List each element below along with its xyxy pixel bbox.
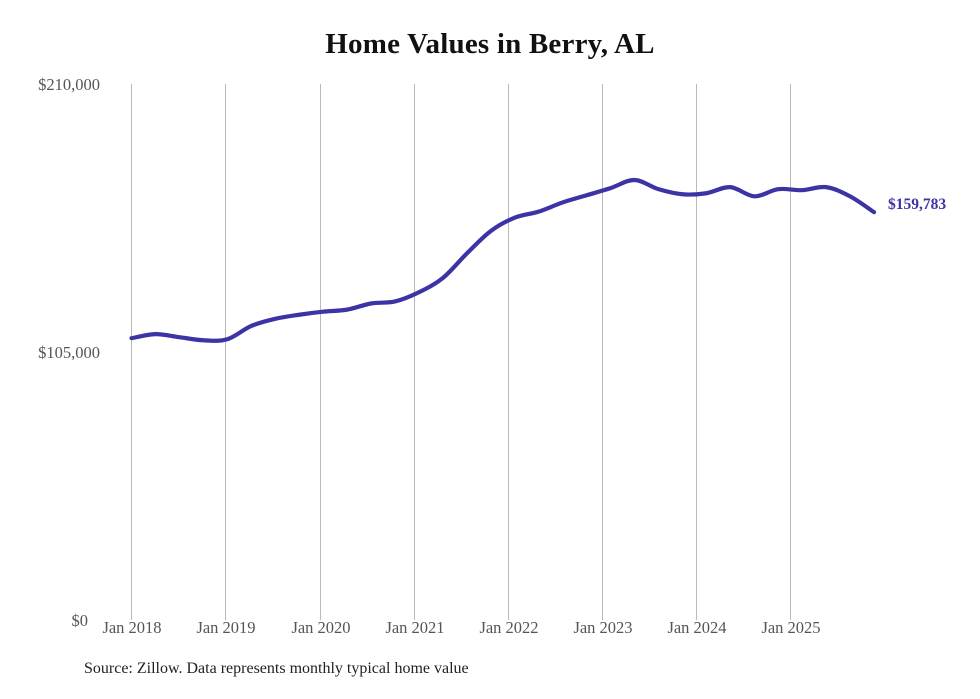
- gridlines: [131, 84, 791, 620]
- x-axis-tick-jan-2025: Jan 2025: [761, 618, 821, 637]
- home-value-line: [129, 177, 877, 343]
- y-axis-tick-0: $0: [71, 611, 89, 630]
- x-axis-tick-jan-2020: Jan 2020: [291, 618, 351, 637]
- x-axis-tick-jan-2019: Jan 2019: [196, 618, 256, 637]
- x-axis-tick-jan-2023: Jan 2023: [573, 618, 633, 637]
- y-axis-tick-210000: $210,000: [38, 75, 100, 94]
- x-axis-tick-jan-2021: Jan 2021: [385, 618, 445, 637]
- page-title: Home Values in Berry, AL: [325, 28, 655, 60]
- x-axis-tick-jan-2022: Jan 2022: [479, 618, 539, 637]
- x-axis-tick-jan-2018: Jan 2018: [102, 618, 162, 637]
- source-note: Source: Zillow. Data represents monthly …: [84, 660, 469, 677]
- y-axis-tick-105000: $105,000: [38, 343, 100, 362]
- end-value-annotation: $159,783: [888, 196, 947, 214]
- x-axis-tick-jan-2024: Jan 2024: [667, 618, 727, 637]
